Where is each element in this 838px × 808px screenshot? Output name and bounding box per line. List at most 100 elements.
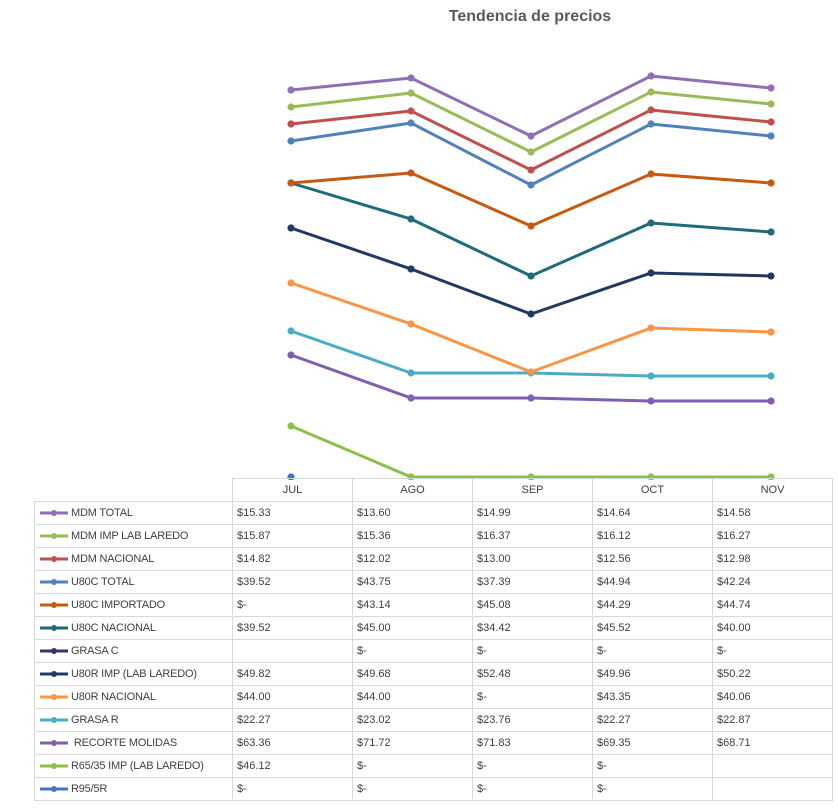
legend-key — [40, 602, 68, 609]
data-point — [767, 84, 775, 92]
table-cell: $44.29 — [592, 593, 713, 617]
data-point — [407, 119, 415, 127]
legend-cell: RECORTE MOLIDAS — [34, 731, 233, 755]
table-cell: $13.00 — [472, 547, 593, 571]
table-cell: $12.98 — [712, 547, 833, 571]
table-cell: $- — [592, 777, 713, 801]
data-point — [287, 351, 295, 359]
table-row: U80R IMP (LAB LAREDO) $49.82 $49.68 $52.48 $… — [34, 662, 833, 686]
table-cell: $14.58 — [712, 501, 833, 525]
data-point — [647, 397, 655, 405]
table-row: MDM IMP LAB LAREDO $15.87 $15.36 $16.37 $16.… — [34, 524, 833, 548]
table-cell: $12.56 — [592, 547, 713, 571]
legend-label: U80R IMP (LAB LAREDO) — [71, 668, 197, 681]
category-header: AGO — [352, 478, 473, 502]
table-row: GRASA R $22.27 $23.02 $23.76 $22.27 $22.87 — [34, 708, 833, 732]
table-cell: $49.82 — [232, 662, 353, 686]
legend-cell: U80C TOTAL — [34, 570, 233, 594]
table-cell: $40.06 — [712, 685, 833, 709]
data-point — [527, 181, 535, 189]
legend-key — [40, 556, 68, 563]
data-point — [287, 327, 295, 335]
data-point — [287, 422, 295, 430]
legend-cell: U80C IMPORTADO — [34, 593, 233, 617]
table-row: MDM TOTAL $15.33 $13.60 $14.99 $14.64 $14.58 — [34, 501, 833, 525]
data-point — [287, 179, 295, 187]
data-point — [407, 320, 415, 328]
legend-cell: MDM TOTAL — [34, 501, 233, 525]
data-point — [287, 279, 295, 287]
series-line-u80r-imp-lab-laredo- — [287, 224, 775, 318]
table-cell: $15.36 — [352, 524, 473, 548]
table-cell: $22.87 — [712, 708, 833, 732]
data-point — [407, 89, 415, 97]
category-header: OCT — [592, 478, 713, 502]
table-cell: $- — [352, 754, 473, 778]
table-header-row: JUL AGO SEP OCT NOV — [34, 478, 833, 502]
category-header: JUL — [232, 478, 353, 502]
legend-cell: U80R NACIONAL — [34, 685, 233, 709]
table-cell: $42.24 — [712, 570, 833, 594]
table-corner-cell — [34, 478, 233, 502]
table-row: U80C IMPORTADO $- $43.14 $45.08 $44.29 $44.74 — [34, 593, 833, 617]
series-path — [290, 226, 772, 316]
data-point — [767, 118, 775, 126]
table-cell: $43.35 — [592, 685, 713, 709]
legend-key — [40, 648, 68, 655]
legend-cell: R95/5R — [34, 777, 233, 801]
legend-key — [40, 740, 68, 747]
table-cell: $49.96 — [592, 662, 713, 686]
table-cell: $44.00 — [232, 685, 353, 709]
table-cell: $14.64 — [592, 501, 713, 525]
table-cell: $43.75 — [352, 570, 473, 594]
legend-key — [40, 786, 68, 793]
table-cell: $12.02 — [352, 547, 473, 571]
table-cell: $43.14 — [352, 593, 473, 617]
legend-label: GRASA C — [71, 645, 119, 658]
data-point — [407, 369, 415, 377]
data-point — [647, 72, 655, 80]
table-cell: $- — [232, 777, 353, 801]
legend-cell: GRASA C — [34, 639, 233, 663]
table-cell: $15.87 — [232, 524, 353, 548]
data-point — [407, 169, 415, 177]
legend-label: R95/5R — [71, 783, 108, 796]
table-cell: $68.71 — [712, 731, 833, 755]
data-point — [287, 120, 295, 128]
data-point — [407, 74, 415, 82]
legend-label: U80C TOTAL — [71, 576, 135, 589]
table-cell: $44.74 — [712, 593, 833, 617]
data-point — [527, 368, 535, 376]
table-cell: $23.76 — [472, 708, 593, 732]
legend-label: U80C NACIONAL — [71, 622, 156, 635]
data-point — [527, 222, 535, 230]
table-cell: $44.94 — [592, 570, 713, 594]
table-cell — [712, 754, 833, 778]
data-point — [647, 269, 655, 277]
table-row: U80C NACIONAL $39.52 $45.00 $34.42 $45.52 $40… — [34, 616, 833, 640]
table-row: GRASA C $- $- $- $- — [34, 639, 833, 663]
table-cell: $46.12 — [232, 754, 353, 778]
data-table: JUL AGO SEP OCT NOV MDM TOTAL $15.33 $13.60 $14… — [34, 478, 833, 801]
table-cell: $44.00 — [352, 685, 473, 709]
table-cell: $- — [472, 685, 593, 709]
data-point — [647, 170, 655, 178]
series-line-mdm-nacional — [287, 106, 775, 174]
table-row: MDM NACIONAL $14.82 $12.02 $13.00 $12.56 $12.… — [34, 547, 833, 571]
data-point — [767, 100, 775, 108]
series-path — [290, 108, 772, 172]
table-cell: $69.35 — [592, 731, 713, 755]
table-cell: $13.60 — [352, 501, 473, 525]
data-point — [527, 132, 535, 140]
table-row: R95/5R $- $- $- $- — [34, 777, 833, 801]
legend-cell: U80R IMP (LAB LAREDO) — [34, 662, 233, 686]
data-point — [527, 272, 535, 280]
table-cell: $- — [712, 639, 833, 663]
table-cell: $14.82 — [232, 547, 353, 571]
table-row: R65/35 IMP (LAB LAREDO) $46.12 $- $- $- — [34, 754, 833, 778]
table-cell: $52.48 — [472, 662, 593, 686]
data-point — [407, 394, 415, 402]
series-line-u80r-nacional — [287, 279, 775, 376]
table-cell: $- — [592, 754, 713, 778]
series-line-mdm-imp-lab-laredo — [287, 88, 775, 156]
